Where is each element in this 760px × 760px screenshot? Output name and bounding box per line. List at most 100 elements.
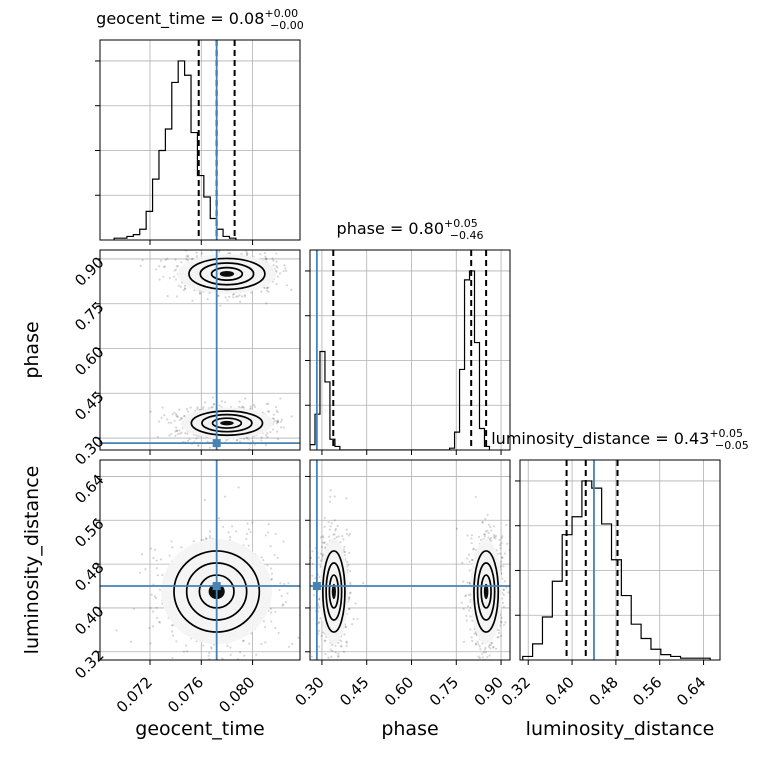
sample-point [499,634,502,637]
sample-point [488,654,491,657]
sample-point [505,586,508,589]
sample-point [286,592,289,595]
sample-point [138,571,142,574]
sample-point [249,407,252,410]
sample-point [168,554,171,557]
sample-point [342,538,345,541]
sample-point [270,572,274,575]
sample-point [275,420,278,423]
sample-point [284,600,288,604]
sample-point [156,435,159,438]
sample-point [264,258,268,261]
sample-point [329,495,332,498]
sample-point [206,298,209,301]
sample-point [483,648,486,651]
sample-point [183,287,187,290]
density-contour [190,410,264,437]
sample-point [187,439,190,443]
sample-point [175,640,178,643]
sample-point [158,278,161,281]
sample-point [217,250,221,254]
sample-point [197,444,200,447]
sample-point [468,569,471,572]
sample-point [349,583,352,586]
sample-point [253,405,256,409]
sample-point [132,607,135,611]
sample-point [276,419,279,422]
sample-point [482,533,486,536]
sample-point [152,625,155,628]
sample-point [170,540,173,543]
sample-point [198,292,201,295]
sample-point [155,268,158,271]
sample-point [274,626,277,629]
sample-point [220,400,224,403]
sample-point [195,437,198,440]
sample-point [474,643,478,646]
sample-point [266,289,269,292]
sample-point [202,405,205,409]
sample-point [265,402,268,406]
sample-point [265,302,268,305]
sample-point [344,625,347,629]
sample-point [158,588,161,591]
sample-point [162,275,165,278]
x-tick-label: 0.90 [471,673,507,709]
sample-point [187,255,190,258]
sample-point [352,617,355,621]
sample-point [314,577,317,580]
sample-point [247,438,250,441]
panel-frame-luminosity_distance [519,459,721,661]
sample-point [171,413,174,416]
sample-point [158,621,162,624]
density-contour [473,550,500,633]
density-contour [331,583,336,600]
sample-point [221,525,225,528]
sample-point [186,650,189,653]
sample-point [189,406,192,409]
sample-point [260,436,263,439]
x-axis-label-luminosity_distance: luminosity_distance [526,718,715,740]
sample-point [489,526,492,529]
sample-point [343,683,345,685]
sample-point [272,413,275,416]
sample-point [297,636,300,639]
sample-point [170,624,174,627]
sample-point [348,551,351,554]
sample-point [175,429,179,432]
sample-point [347,564,350,567]
sample-point [324,652,327,656]
sample-point [283,582,286,586]
sample-point [156,573,159,577]
sample-point [218,236,220,238]
sample-point [210,406,213,409]
density-contour [201,413,253,433]
sample-point [168,276,171,280]
sample-point [158,620,161,624]
sample-point [159,259,162,262]
sample-point [151,610,155,613]
sample-point [333,519,336,522]
sample-point [502,588,505,592]
sample-point [166,294,169,298]
sample-point [273,420,276,423]
sample-point [467,605,470,608]
sample-point [193,242,195,244]
sample-point [259,253,262,256]
sample-point [480,673,482,675]
sample-point [237,486,240,489]
sample-point [290,415,293,418]
sample-point [178,408,181,411]
sample-point [328,528,331,531]
sample-point [148,626,151,630]
density-contour [321,550,346,633]
sample-point [498,538,501,541]
sample-point [311,550,314,553]
sample-point [281,604,284,607]
x-tick-label: 0.75 [426,673,462,709]
sample-point [228,295,231,298]
sample-point [504,621,507,624]
sample-point [324,639,327,642]
sample-point [486,513,489,516]
sample-point [272,417,276,421]
